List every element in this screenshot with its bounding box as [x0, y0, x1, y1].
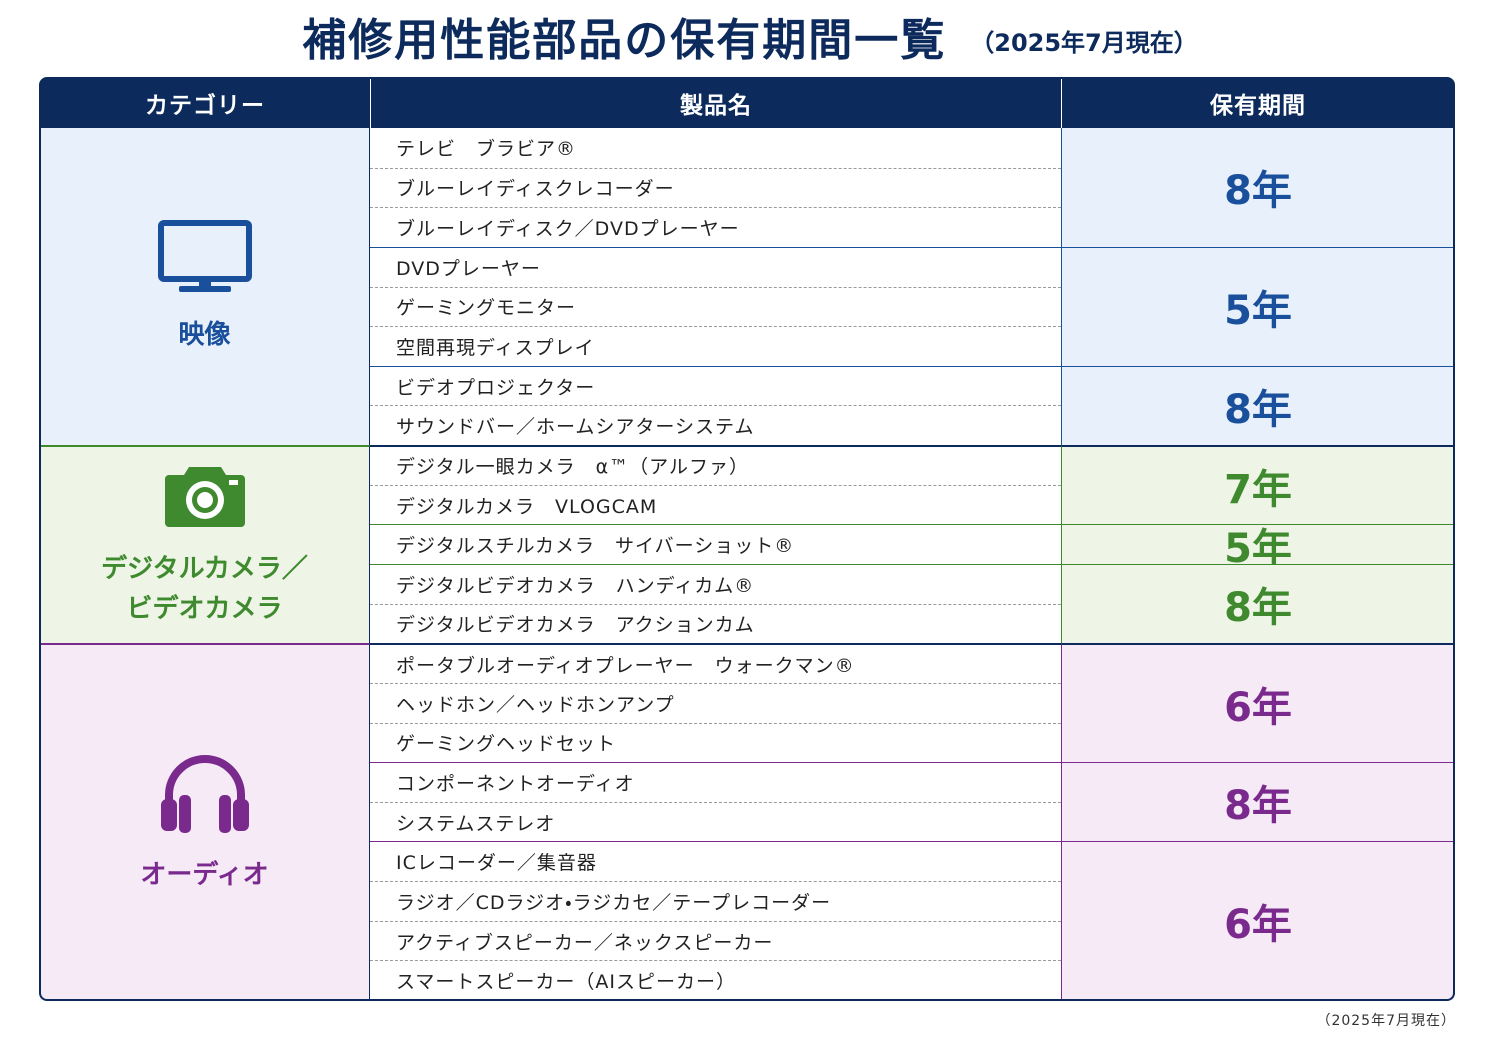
product-cell: ブルーレイディスクレコーダー	[370, 167, 1061, 208]
period-cell: 6年	[1061, 643, 1454, 763]
category-icon	[163, 461, 247, 529]
period-cell: 5年	[1061, 246, 1454, 366]
subtitle: （2025年7月現在）	[970, 28, 1198, 57]
category-cell: オーディオ	[40, 643, 370, 1000]
product-cell: システムステレオ	[370, 801, 1061, 842]
icon	[157, 219, 252, 292]
icon	[164, 467, 245, 528]
product-cell: デジタルビデオカメラ ハンディカム®	[370, 564, 1061, 604]
product-cell: デジタル一眼カメラ α™（アルファ）	[370, 445, 1061, 485]
category-icon	[159, 751, 251, 835]
product-cell: サウンドバー／ホームシアターシステム	[370, 405, 1061, 446]
product-cell: ポータブルオーディオプレーヤー ウォークマン®	[370, 643, 1061, 683]
title: 補修用性能部品の保有期間一覧	[302, 15, 947, 66]
category-line: ビデオカメラ	[126, 594, 283, 625]
product-cell: スマートスピーカー（AIスピーカー）	[370, 960, 1061, 1000]
product-cell: ICレコーダー／集音器	[370, 841, 1061, 882]
product-cell: ゲーミングヘッドセット	[370, 722, 1061, 763]
product-cell: コンポーネントオーディオ	[370, 762, 1061, 802]
period-cell: 8年	[1061, 564, 1454, 644]
product-cell: DVDプレーヤー	[370, 246, 1061, 287]
period-cell: 5年	[1061, 524, 1454, 572]
category-line: デジタルカメラ／	[101, 554, 308, 585]
product-cell: ブルーレイディスク／DVDプレーヤー	[370, 207, 1061, 247]
category-label: オーディオ	[140, 855, 268, 895]
header-cell: 製品名	[370, 78, 1061, 128]
product-cell: デジタルスチルカメラ サイバーショット®	[370, 524, 1061, 564]
header-cell: 保有期間	[1061, 78, 1454, 128]
product-cell: テレビ ブラビア®	[370, 128, 1061, 168]
category-cell: デジタルカメラ／ ビデオカメラ	[40, 445, 370, 644]
period-cell: 7年	[1061, 445, 1454, 525]
footnote: （2025年7月現在）	[1316, 1013, 1456, 1029]
product-cell: ラジオ／CDラジオ・ラジカセ／テープレコーダー	[370, 881, 1061, 921]
category-label: デジタルカメラ／ ビデオカメラ	[101, 549, 308, 629]
category-cell: 映像	[40, 128, 370, 446]
product-cell: デジタルビデオカメラ アクションカム	[370, 603, 1061, 644]
category-label: 映像	[178, 315, 230, 355]
product-cell: 空間再現ディスプレイ	[370, 326, 1061, 366]
product-cell: ヘッドホン／ヘッドホンアンプ	[370, 682, 1061, 723]
period-cell: 8年	[1061, 762, 1454, 842]
category-line: オーディオ	[140, 859, 269, 890]
product-cell: ゲーミングモニター	[370, 286, 1061, 327]
category-line: 映像	[178, 319, 231, 350]
icon	[160, 754, 249, 833]
product-cell: デジタルカメラ VLOGCAM	[370, 484, 1061, 525]
period-cell: 6年	[1061, 841, 1454, 1000]
period-cell: 8年	[1061, 365, 1454, 446]
product-cell: ビデオプロジェクター	[370, 365, 1061, 406]
product-cell: アクティブスピーカー／ネックスピーカー	[370, 920, 1061, 961]
period-cell: 8年	[1061, 128, 1454, 247]
header-cell: カテゴリー	[40, 78, 370, 128]
category-icon	[157, 219, 253, 295]
title-bar: 補修用性能部品の保有期間一覧 （2025年7月現在）	[0, 4, 1500, 68]
